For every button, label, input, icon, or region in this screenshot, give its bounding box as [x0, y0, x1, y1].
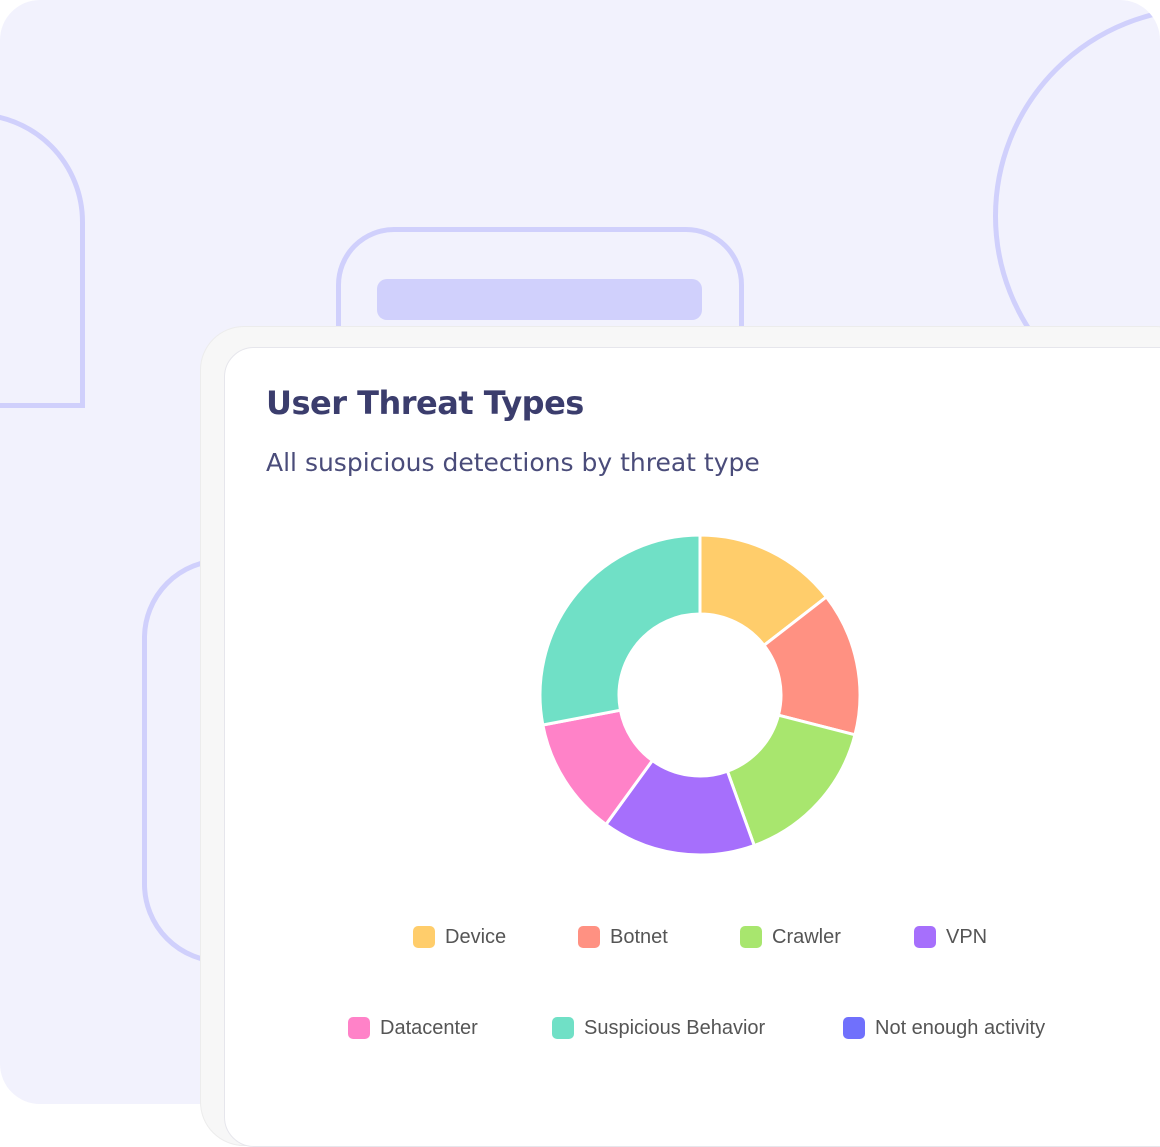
legend-item-crawler[interactable]: Crawler — [740, 917, 841, 957]
legend-swatch-datacenter — [348, 1017, 370, 1039]
legend-swatch-not-enough-activity — [843, 1017, 865, 1039]
chart-title: User Threat Types — [266, 384, 584, 422]
threat-types-card — [224, 347, 1160, 1147]
decorative-pill — [377, 279, 702, 320]
legend-swatch-device — [413, 926, 435, 948]
legend-label-not-enough-activity: Not enough activity — [875, 1016, 1046, 1039]
legend-swatch-vpn — [914, 926, 936, 948]
legend-label-crawler: Crawler — [772, 925, 841, 948]
legend-item-not-enough-activity[interactable]: Not enough activity — [843, 1008, 1045, 1048]
legend-label-vpn: VPN — [946, 925, 988, 948]
chart-subtitle: All suspicious detections by threat type — [266, 448, 760, 477]
legend-swatch-suspicious-behavior — [552, 1017, 574, 1039]
donut-slice-suspicious-behavior[interactable] — [538, 533, 702, 727]
legend-label-datacenter: Datacenter — [380, 1016, 478, 1039]
chart-legend-row-1: Device Botnet Crawler VPN — [0, 917, 1160, 957]
legend-item-device[interactable]: Device — [413, 917, 506, 957]
legend-label-suspicious-behavior: Suspicious Behavior — [584, 1016, 766, 1039]
donut-chart — [538, 533, 862, 857]
legend-swatch-botnet — [578, 926, 600, 948]
legend-item-vpn[interactable]: VPN — [914, 917, 987, 957]
legend-swatch-crawler — [740, 926, 762, 948]
legend-item-botnet[interactable]: Botnet — [578, 917, 668, 957]
legend-item-suspicious-behavior[interactable]: Suspicious Behavior — [552, 1008, 765, 1048]
legend-label-device: Device — [445, 925, 507, 948]
decorative-arch-left — [0, 112, 85, 408]
chart-legend-row-2: Datacenter Suspicious Behavior Not enough … — [0, 1008, 1160, 1048]
legend-label-botnet: Botnet — [610, 925, 668, 948]
legend-item-datacenter[interactable]: Datacenter — [348, 1008, 478, 1048]
